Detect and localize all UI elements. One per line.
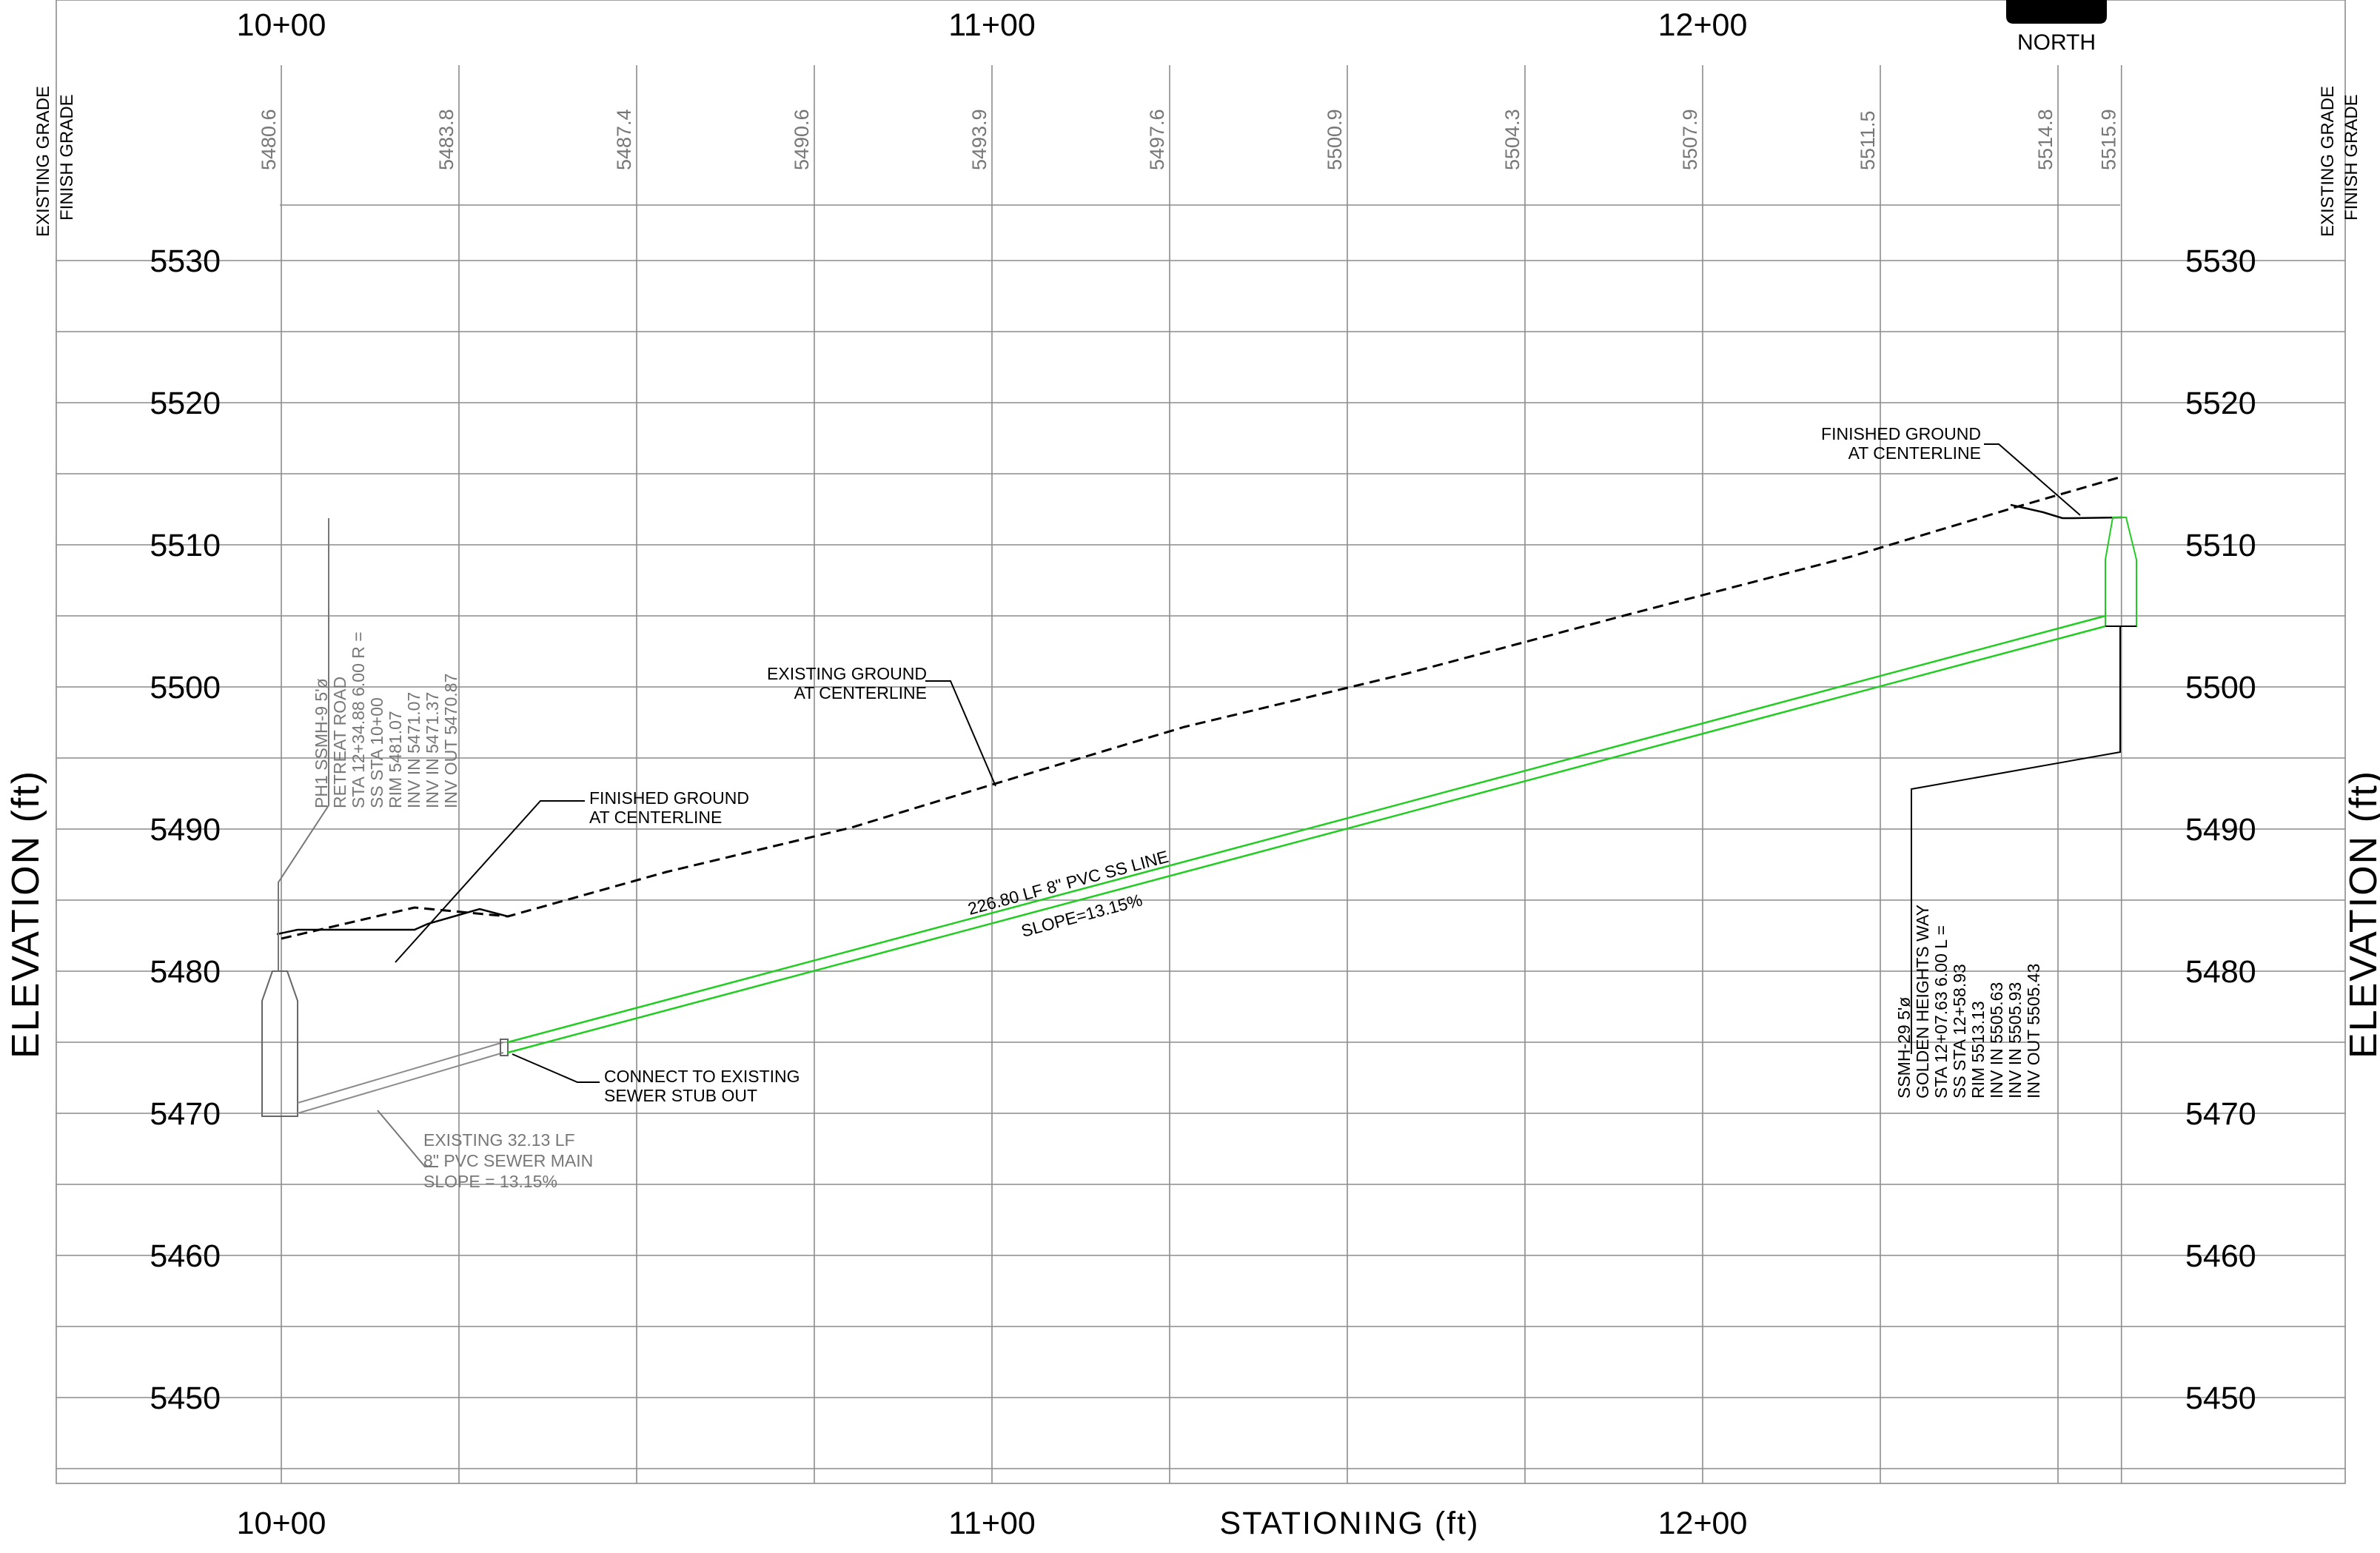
finished-ground-right-line2: AT CENTERLINE bbox=[1848, 443, 1981, 463]
callout-line: STA 12+34.88 6.00 R = bbox=[349, 631, 368, 808]
callout-line: PH1 SSMH-9 5'ø bbox=[312, 678, 331, 808]
connect-note-line1: CONNECT TO EXISTING bbox=[604, 1067, 800, 1086]
manhole-right-callout: SSMH-29 5'ø GOLDEN HEIGHTS WAY STA 12+07.6… bbox=[1894, 905, 2043, 1098]
grade-value: 5490.6 bbox=[791, 109, 813, 170]
elevation-label-right: 5530 bbox=[2185, 244, 2256, 279]
elevation-label-right: 5510 bbox=[2185, 528, 2256, 563]
elevation-label-left: 5500 bbox=[150, 670, 221, 705]
elevation-label-left: 5530 bbox=[150, 244, 221, 279]
grade-value: 5487.4 bbox=[613, 109, 635, 170]
existing-ground-line2: AT CENTERLINE bbox=[794, 683, 927, 702]
grade-value: 5514.8 bbox=[2034, 109, 2056, 170]
station-label-top-1100: 11+00 bbox=[948, 7, 1036, 43]
callout-line: INV IN 5471.37 bbox=[423, 692, 442, 808]
x-axis-title: STATIONING (ft) bbox=[1220, 1506, 1480, 1541]
y-axis-title-right: ELEVATION (ft) bbox=[2342, 770, 2380, 1059]
station-label-bottom-1100: 11+00 bbox=[948, 1506, 1036, 1541]
leader-finished-ground-left bbox=[395, 801, 585, 962]
finished-ground-right bbox=[2011, 505, 2122, 518]
callout-line: SS STA 12+58.93 bbox=[1950, 964, 1969, 1098]
grade-value: 5504.3 bbox=[1501, 109, 1523, 170]
existing-pipe-top bbox=[298, 1042, 503, 1103]
elevation-label-right: 5450 bbox=[2185, 1381, 2256, 1416]
callout-line: INV IN 5505.63 bbox=[1987, 982, 2006, 1098]
callout-line: INV IN 5471.07 bbox=[404, 692, 423, 808]
grade-value: 5497.6 bbox=[1146, 109, 1168, 170]
elevation-labels-left: 5530 5520 5510 5500 5490 5480 5470 5460 5450 bbox=[150, 244, 221, 1416]
elevation-label-right: 5470 bbox=[2185, 1096, 2256, 1132]
callout-line: SS STA 10+00 bbox=[367, 697, 386, 808]
elevation-label-left: 5520 bbox=[150, 386, 221, 421]
callout-line: GOLDEN HEIGHTS WAY bbox=[1913, 905, 1932, 1098]
existing-main-note-line1: EXISTING 32.13 LF bbox=[423, 1130, 575, 1150]
grade-value: 5507.9 bbox=[1679, 109, 1701, 170]
elevation-label-right: 5460 bbox=[2185, 1238, 2256, 1274]
grade-value: 5483.8 bbox=[435, 109, 457, 170]
station-label-bottom-1200: 12+00 bbox=[1658, 1506, 1748, 1541]
y-axis-title-left: ELEVATION (ft) bbox=[4, 770, 47, 1059]
grade-values: 5480.6 5483.8 5487.4 5490.6 5493.9 5497.6 5500… bbox=[258, 109, 2120, 170]
grade-header-left-finish: FINISH GRADE bbox=[57, 94, 77, 221]
grade-header-right-existing: EXISTING GRADE bbox=[2318, 86, 2338, 237]
callout-line: SSMH-29 5'ø bbox=[1894, 997, 1914, 1098]
elevation-label-left: 5480 bbox=[150, 954, 221, 990]
existing-ground-line bbox=[281, 477, 2122, 939]
finished-ground-left-line2: AT CENTERLINE bbox=[589, 808, 722, 827]
callout-line: RIM 5513.13 bbox=[1968, 1001, 1988, 1098]
north-label: NORTH bbox=[2017, 30, 2096, 55]
leader-lines bbox=[395, 444, 2120, 1082]
elevation-label-left: 5510 bbox=[150, 528, 221, 563]
elevation-label-right: 5500 bbox=[2185, 670, 2256, 705]
proposed-pipe-bottom bbox=[508, 626, 2105, 1053]
callout-line: RETREAT ROAD bbox=[330, 677, 349, 808]
callout-line: INV OUT 5505.43 bbox=[2024, 964, 2043, 1098]
manhole-left-callout: PH1 SSMH-9 5'ø RETREAT ROAD STA 12+34.88 6… bbox=[312, 631, 460, 808]
elevation-label-right: 5490 bbox=[2185, 812, 2256, 848]
station-label-bottom-1000: 10+00 bbox=[237, 1506, 326, 1541]
leader-connect bbox=[512, 1054, 600, 1082]
manhole-left bbox=[262, 971, 298, 1116]
grade-value: 5480.6 bbox=[258, 109, 280, 170]
elevation-label-left: 5490 bbox=[150, 812, 221, 848]
station-label-top-1000: 10+00 bbox=[237, 7, 326, 43]
callout-line: INV OUT 5470.87 bbox=[441, 674, 460, 808]
connect-note-line2: SEWER STUB OUT bbox=[604, 1086, 757, 1105]
grade-value: 5493.9 bbox=[968, 109, 990, 170]
existing-main-note-line2: 8" PVC SEWER MAIN bbox=[423, 1151, 593, 1170]
existing-pipe-bottom bbox=[298, 1053, 503, 1113]
north-arrow: NORTH bbox=[2006, 0, 2107, 55]
callout-line: STA 12+07.63 6.00 L = bbox=[1931, 925, 1951, 1098]
finished-ground-left-line1: FINISHED GROUND bbox=[589, 788, 749, 808]
grade-value: 5500.9 bbox=[1324, 109, 1346, 170]
station-label-top-1200: 12+00 bbox=[1658, 7, 1748, 43]
elevation-label-right: 5520 bbox=[2185, 386, 2256, 421]
elevation-labels-right: 5530 5520 5510 5500 5490 5480 5470 5460 5450 bbox=[2185, 244, 2256, 1416]
elevation-label-left: 5450 bbox=[150, 1381, 221, 1416]
grade-value: 5511.5 bbox=[1857, 110, 1879, 170]
finished-ground-right-line1: FINISHED GROUND bbox=[1821, 424, 1981, 443]
existing-main-note-line3: SLOPE = 13.15% bbox=[423, 1172, 557, 1191]
callout-line: RIM 5481.07 bbox=[386, 711, 405, 808]
grade-header-right-finish: FINISH GRADE bbox=[2342, 94, 2361, 221]
leader-finished-ground-right bbox=[1984, 444, 2080, 515]
grade-value: 5515.9 bbox=[2098, 109, 2120, 170]
existing-ground-line1: EXISTING GROUND bbox=[767, 664, 927, 683]
north-arrow-icon bbox=[2006, 0, 2107, 24]
grade-header-left-existing: EXISTING GRADE bbox=[33, 86, 53, 237]
callout-line: INV IN 5505.93 bbox=[2005, 982, 2025, 1098]
elevation-label-right: 5480 bbox=[2185, 954, 2256, 990]
leader-existing-ground bbox=[925, 681, 996, 786]
elevation-label-left: 5460 bbox=[150, 1238, 221, 1274]
elevation-label-left: 5470 bbox=[150, 1096, 221, 1132]
